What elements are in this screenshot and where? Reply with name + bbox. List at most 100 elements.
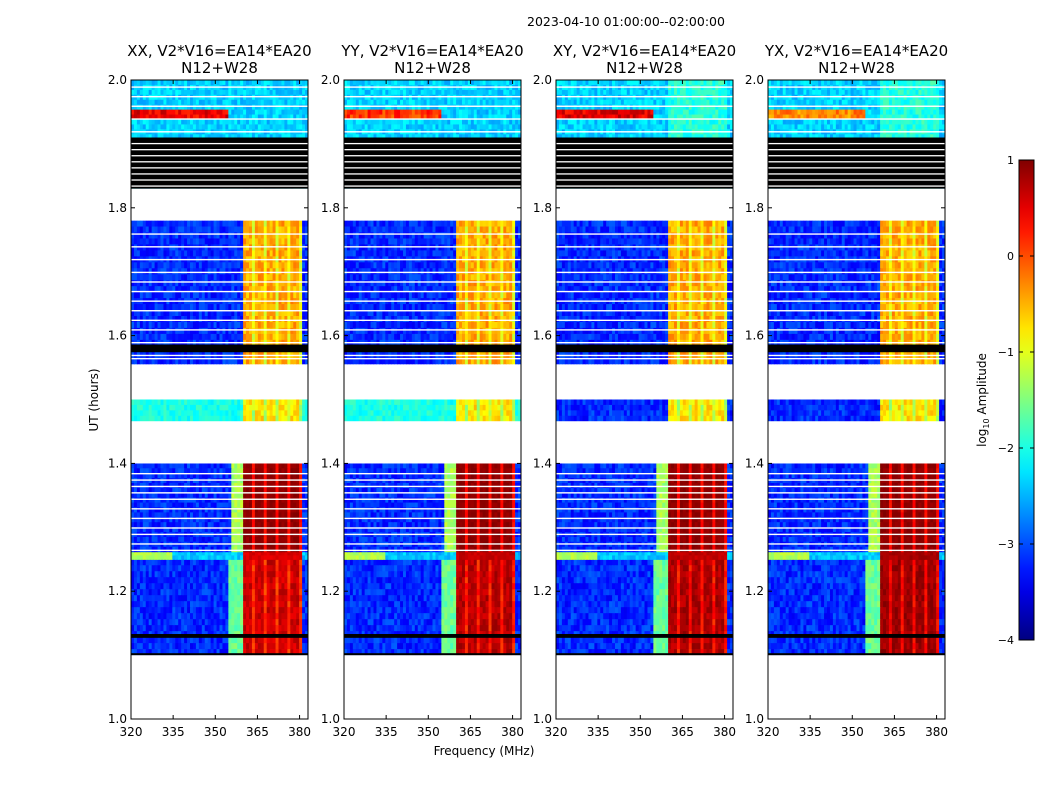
heatmap-cell [190, 99, 194, 106]
heatmap-cell [249, 625, 253, 632]
heatmap-cell [278, 527, 283, 533]
heatmap-cell [204, 565, 209, 572]
heatmap-cell [142, 595, 147, 602]
heatmap-cell [210, 625, 215, 632]
heatmap-cell [263, 357, 268, 365]
heatmap-cell [260, 134, 265, 140]
heatmap-cell [148, 399, 153, 406]
heatmap-cell [281, 244, 285, 251]
heatmap-cell [254, 238, 259, 246]
heatmap-cell [296, 316, 300, 323]
heatmap-cell [269, 316, 274, 323]
heatmap-cell [195, 595, 200, 602]
heatmap-cell [305, 262, 308, 269]
heatmap-cell [136, 250, 141, 257]
heatmap-cell [163, 304, 167, 311]
heatmap-cell [257, 280, 262, 287]
heatmap-cell [210, 507, 215, 513]
heatmap-cell [154, 404, 159, 411]
heatmap-cell [234, 487, 238, 494]
heatmap-cell [302, 463, 306, 469]
heatmap-cell [228, 613, 232, 620]
heatmap-cell [216, 507, 221, 513]
heatmap-cell [192, 502, 197, 509]
heatmap-cell [210, 613, 215, 620]
heatmap-cell [305, 333, 308, 341]
heatmap-cell [163, 487, 167, 494]
heatmap-cell [204, 502, 209, 509]
heatmap-cell [275, 478, 280, 484]
heatmap-cell [160, 244, 165, 251]
heatmap-cell [148, 546, 153, 553]
heatmap-cell [240, 226, 244, 234]
heatmap-cell [275, 536, 280, 543]
heatmap-cell [151, 399, 156, 406]
heatmap-cell [231, 527, 235, 533]
heatmap-cell [257, 607, 262, 614]
heatmap-cell [169, 415, 173, 422]
heatmap-cell [219, 536, 224, 543]
heatmap-cell [299, 555, 303, 560]
heatmap-cell [192, 559, 197, 566]
heatmap-cell [204, 327, 209, 335]
heatmap-cell [287, 327, 291, 335]
heatmap-cell [204, 468, 209, 474]
heatmap-cell [190, 583, 194, 590]
heatmap-cell [281, 357, 285, 365]
heatmap-cell [222, 551, 226, 557]
heatmap-cell [290, 478, 294, 484]
heatmap-cell [175, 483, 179, 489]
heatmap-cell [225, 468, 229, 474]
heatmap-cell [145, 262, 150, 269]
heatmap-cell [163, 250, 167, 257]
heatmap-cell [169, 559, 173, 566]
heatmap-cell [296, 601, 300, 608]
heatmap-cell [246, 80, 250, 86]
heatmap-cell [234, 104, 238, 111]
heatmap-cell [266, 404, 271, 411]
heatmap-cell [213, 551, 218, 557]
heatmap-cell [290, 487, 294, 494]
heatmap-cell [290, 637, 294, 644]
heatmap-cell [201, 286, 206, 293]
heatmap-cell [246, 333, 250, 341]
heatmap-cell [305, 304, 308, 311]
heatmap-cell [222, 643, 226, 650]
heatmap-cell [216, 492, 221, 499]
heatmap-cell [246, 89, 250, 96]
heatmap-cell [299, 478, 303, 484]
heatmap-cell [251, 517, 256, 523]
heatmap-cell [204, 134, 209, 140]
heatmap-cell [263, 613, 268, 620]
heatmap-cell [216, 502, 221, 509]
heatmap-cell [222, 316, 226, 323]
heatmap-cell [163, 463, 167, 469]
heatmap-cell [207, 280, 212, 287]
heatmap-cell [234, 571, 238, 578]
heatmap-cell [136, 94, 141, 101]
heatmap-cell [178, 478, 182, 484]
heatmap-cell [260, 286, 265, 293]
heatmap-cell [240, 286, 244, 293]
heatmap-cell [216, 109, 221, 116]
heatmap-cell [228, 565, 232, 572]
heatmap-cell [187, 114, 191, 121]
heatmap-cell [181, 357, 185, 365]
heatmap-cell [142, 497, 147, 504]
heatmap-cell [181, 565, 185, 572]
heatmap-cell [240, 625, 244, 632]
heatmap-cell [190, 134, 194, 140]
heatmap-cell [251, 478, 256, 484]
heatmap-cell [266, 613, 271, 620]
heatmap-cell [278, 310, 283, 317]
heatmap-cell [136, 517, 141, 523]
heatmap-cell [240, 244, 244, 251]
heatmap-cell [195, 238, 200, 246]
heatmap-cell [243, 104, 247, 111]
heatmap-cell [172, 559, 176, 566]
heatmap-cell [222, 555, 226, 560]
heatmap-cell [160, 232, 165, 240]
heatmap-cell [207, 104, 212, 111]
heatmap-cell [151, 415, 156, 422]
heatmap-cell [228, 399, 232, 406]
